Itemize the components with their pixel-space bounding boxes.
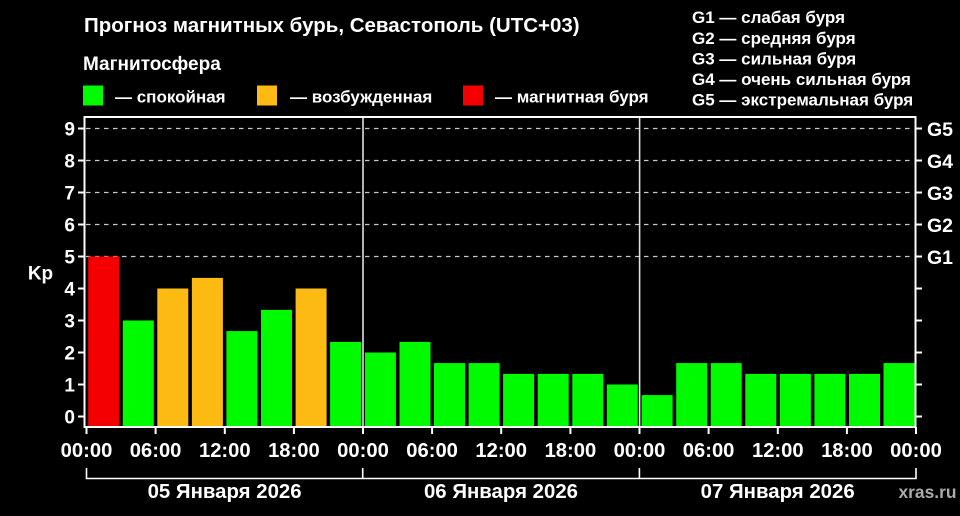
svg-text:G2: G2 (927, 215, 953, 237)
svg-text:— магнитная буря: — магнитная буря (495, 88, 649, 107)
svg-text:06:00: 06:00 (406, 440, 458, 462)
svg-text:G5: G5 (927, 119, 953, 141)
svg-text:Kp: Kp (28, 263, 53, 284)
svg-text:G2 — средняя буря: G2 — средняя буря (692, 29, 856, 48)
svg-text:05 Января 2026: 05 Января 2026 (148, 481, 302, 503)
svg-text:00:00: 00:00 (61, 440, 113, 462)
svg-text:12:00: 12:00 (199, 440, 251, 462)
svg-text:18:00: 18:00 (821, 440, 873, 462)
svg-text:8: 8 (64, 152, 75, 173)
svg-text:00:00: 00:00 (337, 440, 389, 462)
svg-text:07 Января 2026: 07 Января 2026 (701, 481, 855, 503)
svg-text:7: 7 (64, 184, 75, 205)
svg-text:06:00: 06:00 (683, 440, 735, 462)
svg-text:— спокойная: — спокойная (115, 88, 226, 107)
svg-text:G1 — слабая буря: G1 — слабая буря (692, 8, 845, 27)
svg-text:Прогноз магнитных бурь, Севаст: Прогноз магнитных бурь, Севастополь (UTC… (84, 14, 580, 37)
svg-text:1: 1 (64, 376, 75, 397)
svg-text:18:00: 18:00 (268, 440, 320, 462)
svg-text:00:00: 00:00 (614, 440, 666, 462)
svg-text:0: 0 (64, 408, 75, 429)
svg-text:4: 4 (64, 280, 75, 301)
svg-text:06:00: 06:00 (130, 440, 182, 462)
svg-text:G1: G1 (927, 247, 953, 269)
svg-text:3: 3 (64, 312, 75, 333)
svg-text:12:00: 12:00 (752, 440, 804, 462)
svg-text:18:00: 18:00 (545, 440, 597, 462)
svg-text:00:00: 00:00 (890, 440, 942, 462)
svg-text:G5 — экстремальная буря: G5 — экстремальная буря (692, 91, 913, 110)
svg-text:G4: G4 (927, 151, 953, 173)
svg-text:12:00: 12:00 (475, 440, 527, 462)
svg-text:— возбужденная: — возбужденная (290, 88, 432, 107)
svg-text:06 Января 2026: 06 Января 2026 (424, 481, 578, 503)
svg-text:9: 9 (64, 120, 75, 141)
svg-text:2: 2 (64, 344, 75, 365)
svg-text:G4 — очень сильная буря: G4 — очень сильная буря (692, 70, 911, 89)
svg-text:6: 6 (64, 216, 75, 237)
svg-text:G3: G3 (927, 183, 953, 205)
svg-text:5: 5 (64, 248, 75, 269)
svg-text:G3 — сильная буря: G3 — сильная буря (692, 49, 856, 68)
svg-text:Магнитосфера: Магнитосфера (83, 54, 221, 75)
svg-text:xras.ru: xras.ru (898, 482, 956, 502)
